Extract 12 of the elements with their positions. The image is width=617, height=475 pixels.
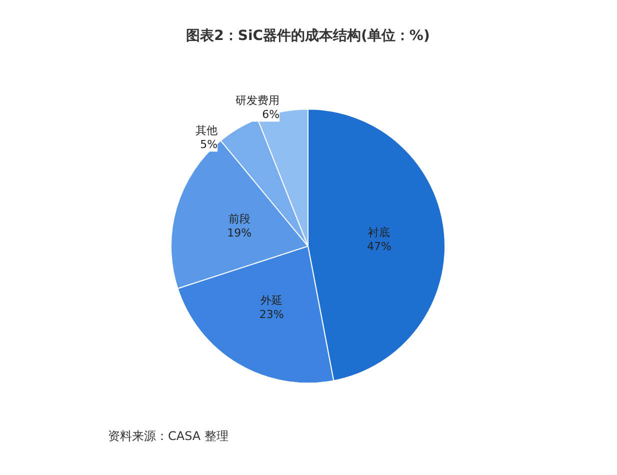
- data-label: 6%: [262, 108, 280, 122]
- data-label: 5%: [200, 138, 218, 152]
- data-label: 23%: [259, 308, 284, 322]
- slice-label: 前段: [228, 212, 250, 226]
- slice-label: 外延: [260, 294, 283, 308]
- slice-label: 其他: [196, 124, 218, 138]
- data-label: 47%: [366, 240, 392, 253]
- data-label: 19%: [227, 226, 252, 240]
- text: 资料来源：CASA 整理: [108, 429, 228, 443]
- slice-label: 衬底: [368, 226, 390, 239]
- slice-label: 研发费用: [236, 94, 280, 108]
- chart-title: 图表2：SiC器件的成本结构(单位：%): [186, 28, 430, 44]
